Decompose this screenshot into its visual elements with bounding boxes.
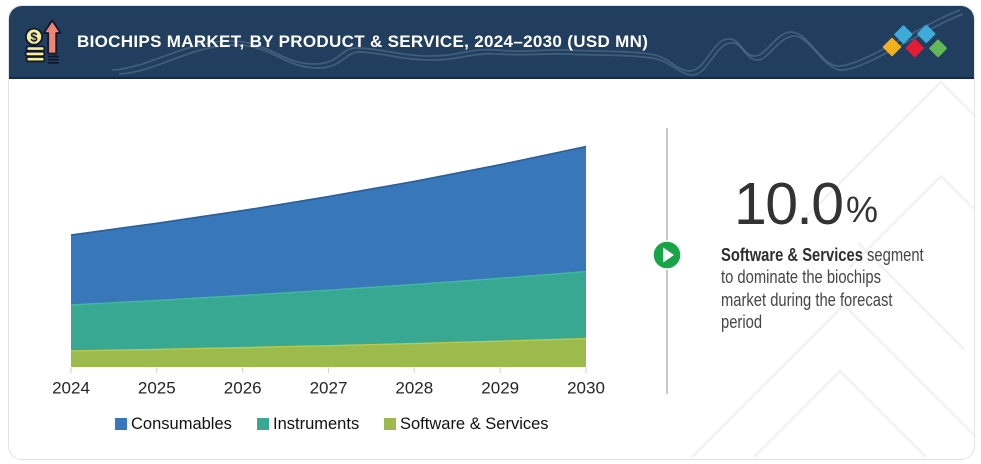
svg-text:2030: 2030 bbox=[567, 379, 605, 398]
svg-text:2026: 2026 bbox=[224, 379, 262, 398]
svg-text:2029: 2029 bbox=[481, 379, 519, 398]
svg-text:2024: 2024 bbox=[52, 379, 90, 398]
svg-text:2025: 2025 bbox=[138, 379, 176, 398]
svg-text:2027: 2027 bbox=[310, 379, 348, 398]
svg-text:2028: 2028 bbox=[395, 379, 433, 398]
svg-text:$: $ bbox=[30, 30, 38, 45]
